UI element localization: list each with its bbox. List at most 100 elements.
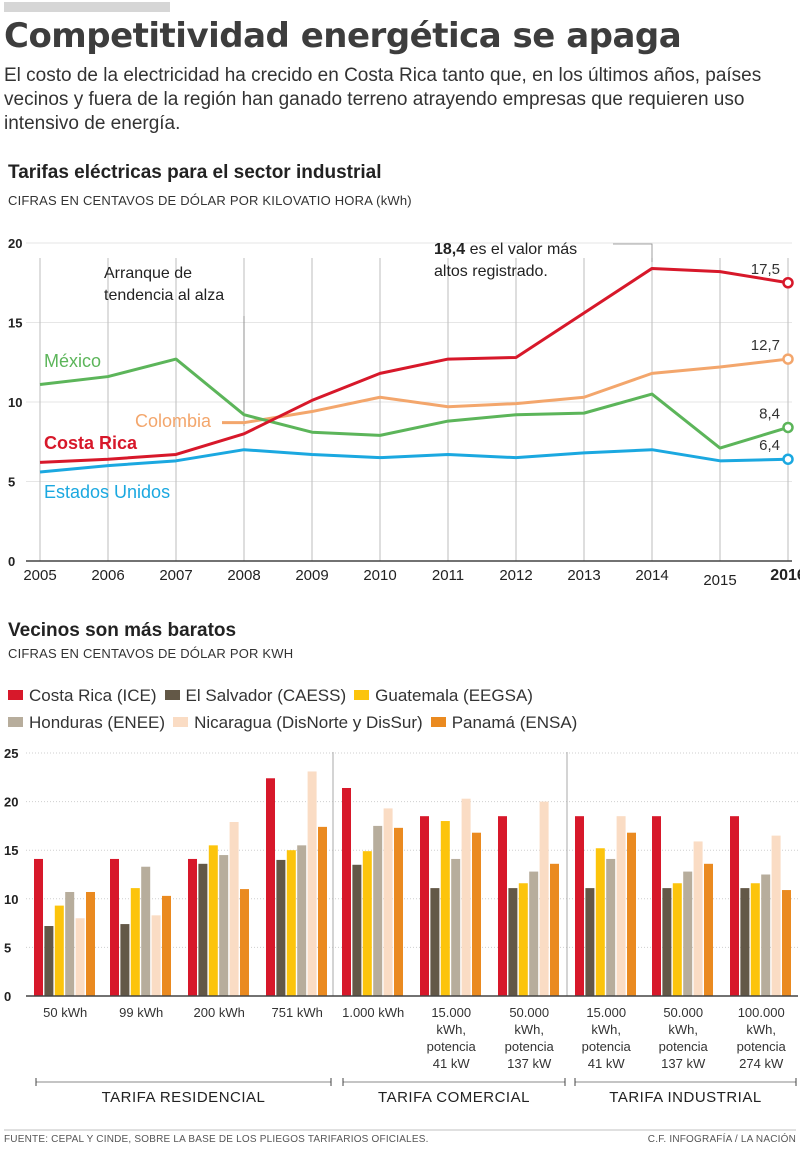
bar-el-salvador [508,888,518,996]
legend-item: El Salvador (CAESS) [164,682,347,709]
bar-panama [394,827,403,996]
bar-guatemala [130,888,140,996]
y-tick-label: 20 [4,795,18,810]
footer-divider [4,1129,796,1131]
bar-nicaragua [616,816,626,996]
legend-item: Nicaragua (DisNorte y DisSur) [173,709,423,736]
x-category-label: 100.000 [738,1005,785,1020]
x-category-label: kWh, [668,1022,698,1037]
bar-honduras [219,855,229,996]
bar-el-salvador [276,859,286,996]
x-category-label: 751 kWh [272,1005,323,1020]
x-category-label: 15.000 [431,1005,471,1020]
bar-guatemala [208,845,218,996]
legend-label: Honduras (ENEE) [29,713,166,732]
bar-el-salvador [585,888,595,996]
x-category-label: 1.000 kWh [342,1005,404,1020]
end-value-label: 6,4 [759,437,780,454]
top-accent-bar [4,2,170,12]
bar-nicaragua [539,801,549,996]
series-label-mexico: México [44,351,101,371]
bar-panama [162,895,171,996]
annotation-max-pointer [613,243,653,262]
bar-nicaragua [151,915,161,996]
bar-honduras [373,825,383,996]
line-series-mexico [39,357,789,450]
bar-honduras [683,871,693,996]
x-category-label: 15.000 [586,1005,626,1020]
line-chart: 0 5 10 15 20 2005 2006 2007 2008 2009 2010 2011 2012… [8,236,800,589]
annotation-max-text: es el valor más [465,241,577,258]
x-category-label: kWh, [591,1022,621,1037]
line-series-colombia [222,357,789,425]
bar-guatemala [286,850,296,996]
legend-label: Costa Rica (ICE) [29,686,157,705]
y-tick-label: 5 [4,940,11,955]
bar-el-salvador [120,924,130,996]
bar-el-salvador [662,888,672,996]
group-label: TARIFA COMERCIAL [378,1089,530,1106]
legend-item: Costa Rica (ICE) [8,682,157,709]
bar-panama [704,863,713,996]
x-category-label: 41 kW [588,1056,626,1071]
bar-guatemala [672,883,682,996]
bar-el-salvador [44,926,54,996]
bar-nicaragua [461,798,471,996]
bar-guatemala [440,821,450,996]
bar-panama [550,863,559,996]
end-value-label: 8,4 [759,405,780,422]
x-category-label: 137 kW [661,1056,706,1071]
bar-nicaragua [771,835,781,996]
end-value-label: 17,5 [751,261,780,278]
x-tick-label: 2008 [227,567,260,584]
bar-chart: 0 5 10 15 20 25 50 kWh 99 kWh 200 kWh 751 kWh 1.00… [4,746,798,1106]
bar-honduras [529,871,539,996]
x-category-label: kWh, [436,1022,466,1037]
legend-swatch [430,717,446,727]
bar-chart-title: Vecinos son más baratos [8,620,237,641]
bar-honduras [606,858,616,996]
legend-item: Guatemala (EEGSA) [354,682,533,709]
y-tick-label: 5 [8,475,15,490]
x-category-label: 99 kWh [119,1005,163,1020]
line-series-usa [39,448,789,474]
bar-costa-rica [420,816,429,996]
x-tick-label: 2010 [363,567,396,584]
y-tick-label: 25 [4,746,18,761]
legend-label: Guatemala (EEGSA) [375,686,533,705]
bar-chart-legend: Costa Rica (ICE) El Salvador (CAESS) Guate… [8,682,798,736]
group-label: TARIFA INDUSTRIAL [609,1089,761,1106]
legend-swatch [8,690,23,700]
x-category-label: potencia [427,1039,477,1054]
bar-chart-subtitle: CIFRAS EN CENTAVOS DE DÓLAR POR KWH [8,646,294,661]
x-tick-label: 2013 [567,567,600,584]
end-marker-mexico [782,421,794,434]
bar-el-salvador [430,888,440,996]
x-category-label: 50.000 [663,1005,703,1020]
series-label-usa: Estados Unidos [44,482,170,502]
y-tick-label: 10 [8,395,22,410]
annotation-rise-line2: tendencia al alza [104,287,224,304]
end-marker-costa-rica [782,277,794,289]
bar-guatemala [54,905,64,996]
group-label: TARIFA RESIDENCIAL [102,1089,266,1106]
bar-guatemala [518,883,528,996]
legend-label: El Salvador (CAESS) [185,686,347,705]
x-category-label: 200 kWh [194,1005,245,1020]
y-tick-label: 0 [4,989,11,1004]
x-category-label: potencia [505,1039,555,1054]
bar-panama [318,826,327,996]
x-tick-label: 2015 [703,572,736,589]
x-category-label: 41 kW [433,1056,471,1071]
x-tick-label: 2014 [635,567,668,584]
legend-item: Honduras (ENEE) [8,709,165,736]
x-tick-label: 2005 [23,567,56,584]
end-marker-usa [782,453,794,465]
annotation-max-line2: altos registrado. [434,263,548,280]
bar-costa-rica [498,816,507,996]
line-chart-subtitle: CIFRAS EN CENTAVOS DE DÓLAR POR KILOVATI… [8,193,412,208]
bar-el-salvador [198,863,208,996]
line-chart-title: Tarifas eléctricas para el sector indust… [8,162,382,183]
end-marker-colombia [782,353,794,365]
bar-costa-rica [188,858,197,996]
